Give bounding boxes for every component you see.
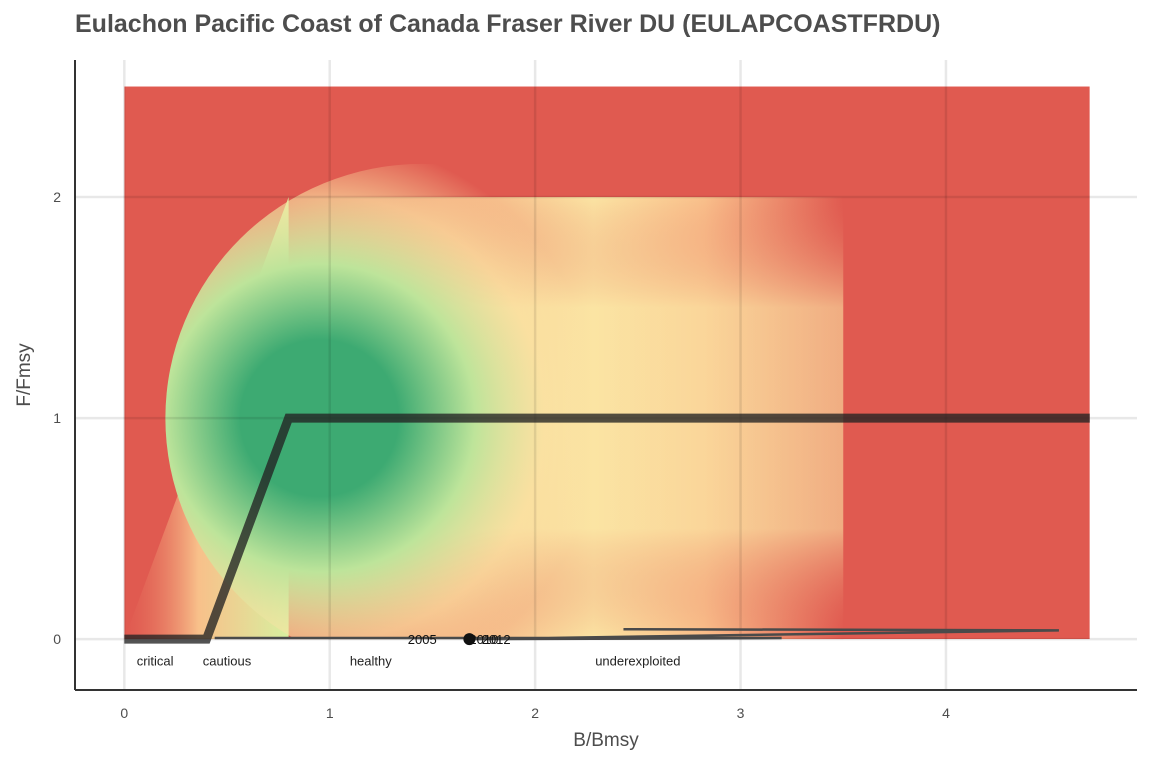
x-tick-label: 0: [120, 705, 128, 721]
chart-title: Eulachon Pacific Coast of Canada Fraser …: [75, 10, 941, 38]
y-tick-label: 2: [53, 189, 61, 205]
x-tick-label: 4: [942, 705, 950, 721]
zone-label: underexploited: [595, 653, 680, 668]
harvest-control-rule-line: [124, 413, 1090, 644]
y-axis-label: F/Fmsy: [14, 343, 35, 407]
x-axis-label: B/Bmsy: [573, 730, 639, 751]
year-label: 2005: [408, 632, 437, 647]
y-tick-label: 1: [53, 410, 61, 426]
year-label: 2010: [469, 632, 498, 647]
year-label: 2012: [482, 632, 511, 647]
axes: 0 1 2 3 4 0 1 2 B/Bmsy F/Fmsy: [14, 60, 1137, 751]
zone-label: cautious: [203, 653, 252, 668]
x-tick-label: 2: [531, 705, 539, 721]
x-tick-label: 1: [326, 705, 334, 721]
x-tick-label: 3: [737, 705, 745, 721]
zone-label: critical: [137, 653, 174, 668]
zone-healthy-core: [165, 163, 679, 640]
data-marks: [124, 413, 1090, 646]
y-tick-label: 0: [53, 631, 61, 647]
current-point: [463, 633, 476, 646]
background-zones: [124, 86, 1090, 640]
zone-label: healthy: [350, 653, 392, 668]
